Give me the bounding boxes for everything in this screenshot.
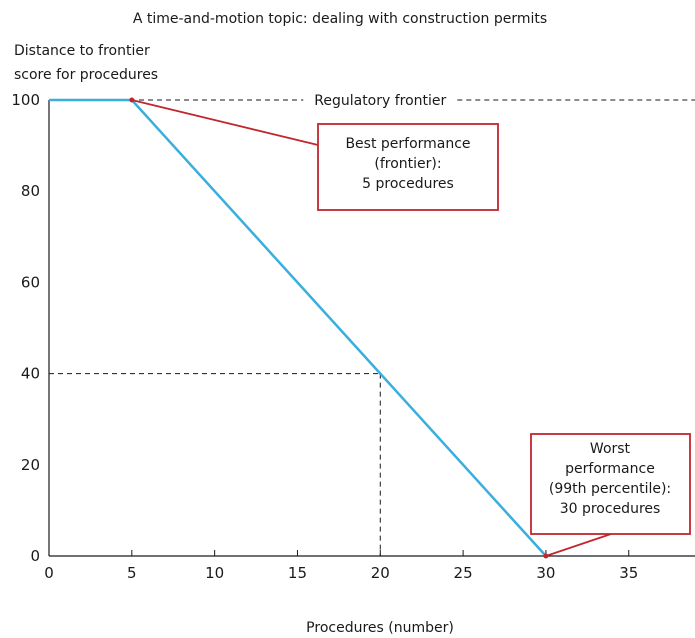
series-line (49, 98, 547, 557)
y-tick-label: 0 (30, 547, 40, 565)
x-tick-label: 10 (205, 564, 224, 582)
x-tick-label: 15 (288, 564, 307, 582)
y-tick-label: 40 (21, 365, 40, 383)
callouts: Best performance (frontier): 5 procedures W… (129, 97, 691, 559)
y-axis-label-line-1: Distance to frontier (14, 43, 150, 59)
x-tick-label: 30 (536, 564, 555, 582)
x-tick-label: 5 (127, 564, 137, 582)
series-layer (49, 98, 547, 557)
y-axis-label-line-2: score for procedures (14, 67, 158, 83)
frontier-label: Regulatory frontier (314, 93, 446, 109)
x-tick-label: 25 (454, 564, 473, 582)
callout-pointer-tip (129, 97, 135, 103)
axes: 0 5 10 15 20 25 30 35 0 20 40 60 80 100 (11, 91, 695, 582)
callout-pointer-tip (543, 553, 549, 559)
callout-pointer (131, 99, 319, 146)
callout-text-line: (99th percentile): (549, 481, 671, 497)
guide-lines: Regulatory frontier (49, 93, 695, 556)
callout-text-line: 5 procedures (362, 176, 454, 192)
x-tick-label: 20 (371, 564, 390, 582)
y-tick-label: 80 (21, 182, 40, 200)
x-tick-label: 35 (619, 564, 638, 582)
chart-title: A time-and-motion topic: dealing with co… (133, 11, 547, 27)
callout-text-line: performance (565, 461, 655, 477)
callout-text-line: Worst (590, 441, 631, 457)
callout-text-line: Best performance (345, 136, 470, 152)
x-tick-label: 0 (44, 564, 54, 582)
callout-text-line: (frontier): (374, 156, 441, 172)
callout-box (317, 123, 499, 211)
y-tick-label: 20 (21, 456, 40, 474)
y-tick-label: 60 (21, 273, 40, 291)
x-axis-label: Procedures (number) (306, 620, 454, 636)
callout-pointer (545, 533, 612, 557)
callout-box (530, 433, 691, 535)
callout-text-line: 30 procedures (560, 501, 661, 517)
y-tick-label: 100 (11, 91, 40, 109)
